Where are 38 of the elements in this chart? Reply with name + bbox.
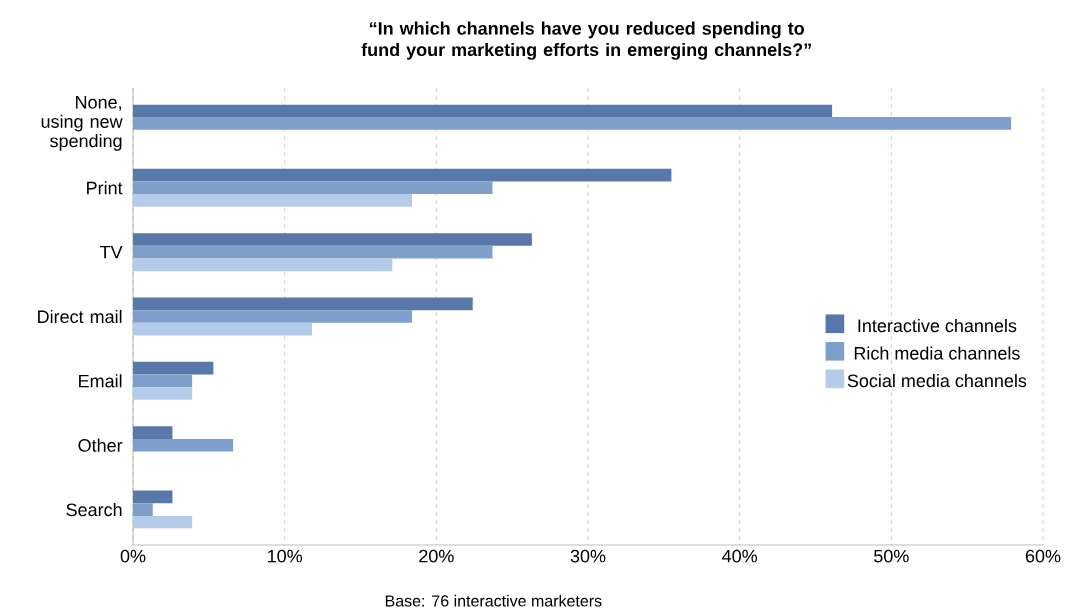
bar bbox=[133, 297, 473, 311]
chart-title: “In which channels have you reduced spending to fund your marketing efforts in emerging channels?” bbox=[361, 21, 811, 60]
x-tick-label: 50% bbox=[874, 549, 909, 563]
y-tick-label: Direct mail bbox=[38, 309, 122, 324]
y-tick-label: Email bbox=[79, 374, 122, 388]
bar bbox=[133, 168, 672, 182]
y-tick-label: Search bbox=[66, 502, 122, 517]
x-tick-label: 60% bbox=[1025, 549, 1061, 563]
x-tick-label: 0% bbox=[120, 549, 146, 563]
bar bbox=[133, 245, 493, 259]
bar bbox=[133, 515, 193, 529]
legend-label: Rich media channels bbox=[854, 346, 1020, 360]
legend-label: Social media channels bbox=[847, 373, 1027, 388]
bar bbox=[133, 374, 193, 388]
y-tick-label: None, using new spending bbox=[41, 96, 123, 151]
bar bbox=[133, 361, 214, 375]
legend-label: Interactive channels bbox=[858, 318, 1017, 333]
y-tick-label: TV bbox=[100, 245, 123, 259]
x-tick-label: 30% bbox=[570, 549, 606, 563]
x-tick-label: 10% bbox=[268, 549, 303, 563]
bar bbox=[133, 387, 193, 400]
bar bbox=[133, 490, 173, 504]
x-tick-label: 40% bbox=[722, 549, 758, 563]
y-tick-label: Other bbox=[78, 438, 123, 452]
text: Base: 76 interactive marketers bbox=[385, 594, 602, 607]
bar bbox=[133, 181, 493, 195]
bar bbox=[133, 258, 393, 272]
bar bbox=[133, 438, 234, 452]
bar bbox=[133, 310, 413, 323]
bar bbox=[133, 426, 173, 439]
bar bbox=[133, 117, 1012, 130]
bar bbox=[133, 104, 833, 118]
bar bbox=[133, 194, 413, 207]
bar bbox=[133, 322, 312, 336]
y-tick-label: Print bbox=[87, 181, 123, 195]
x-tick-label: 20% bbox=[419, 549, 454, 563]
bar bbox=[133, 233, 532, 246]
bar bbox=[133, 503, 153, 516]
